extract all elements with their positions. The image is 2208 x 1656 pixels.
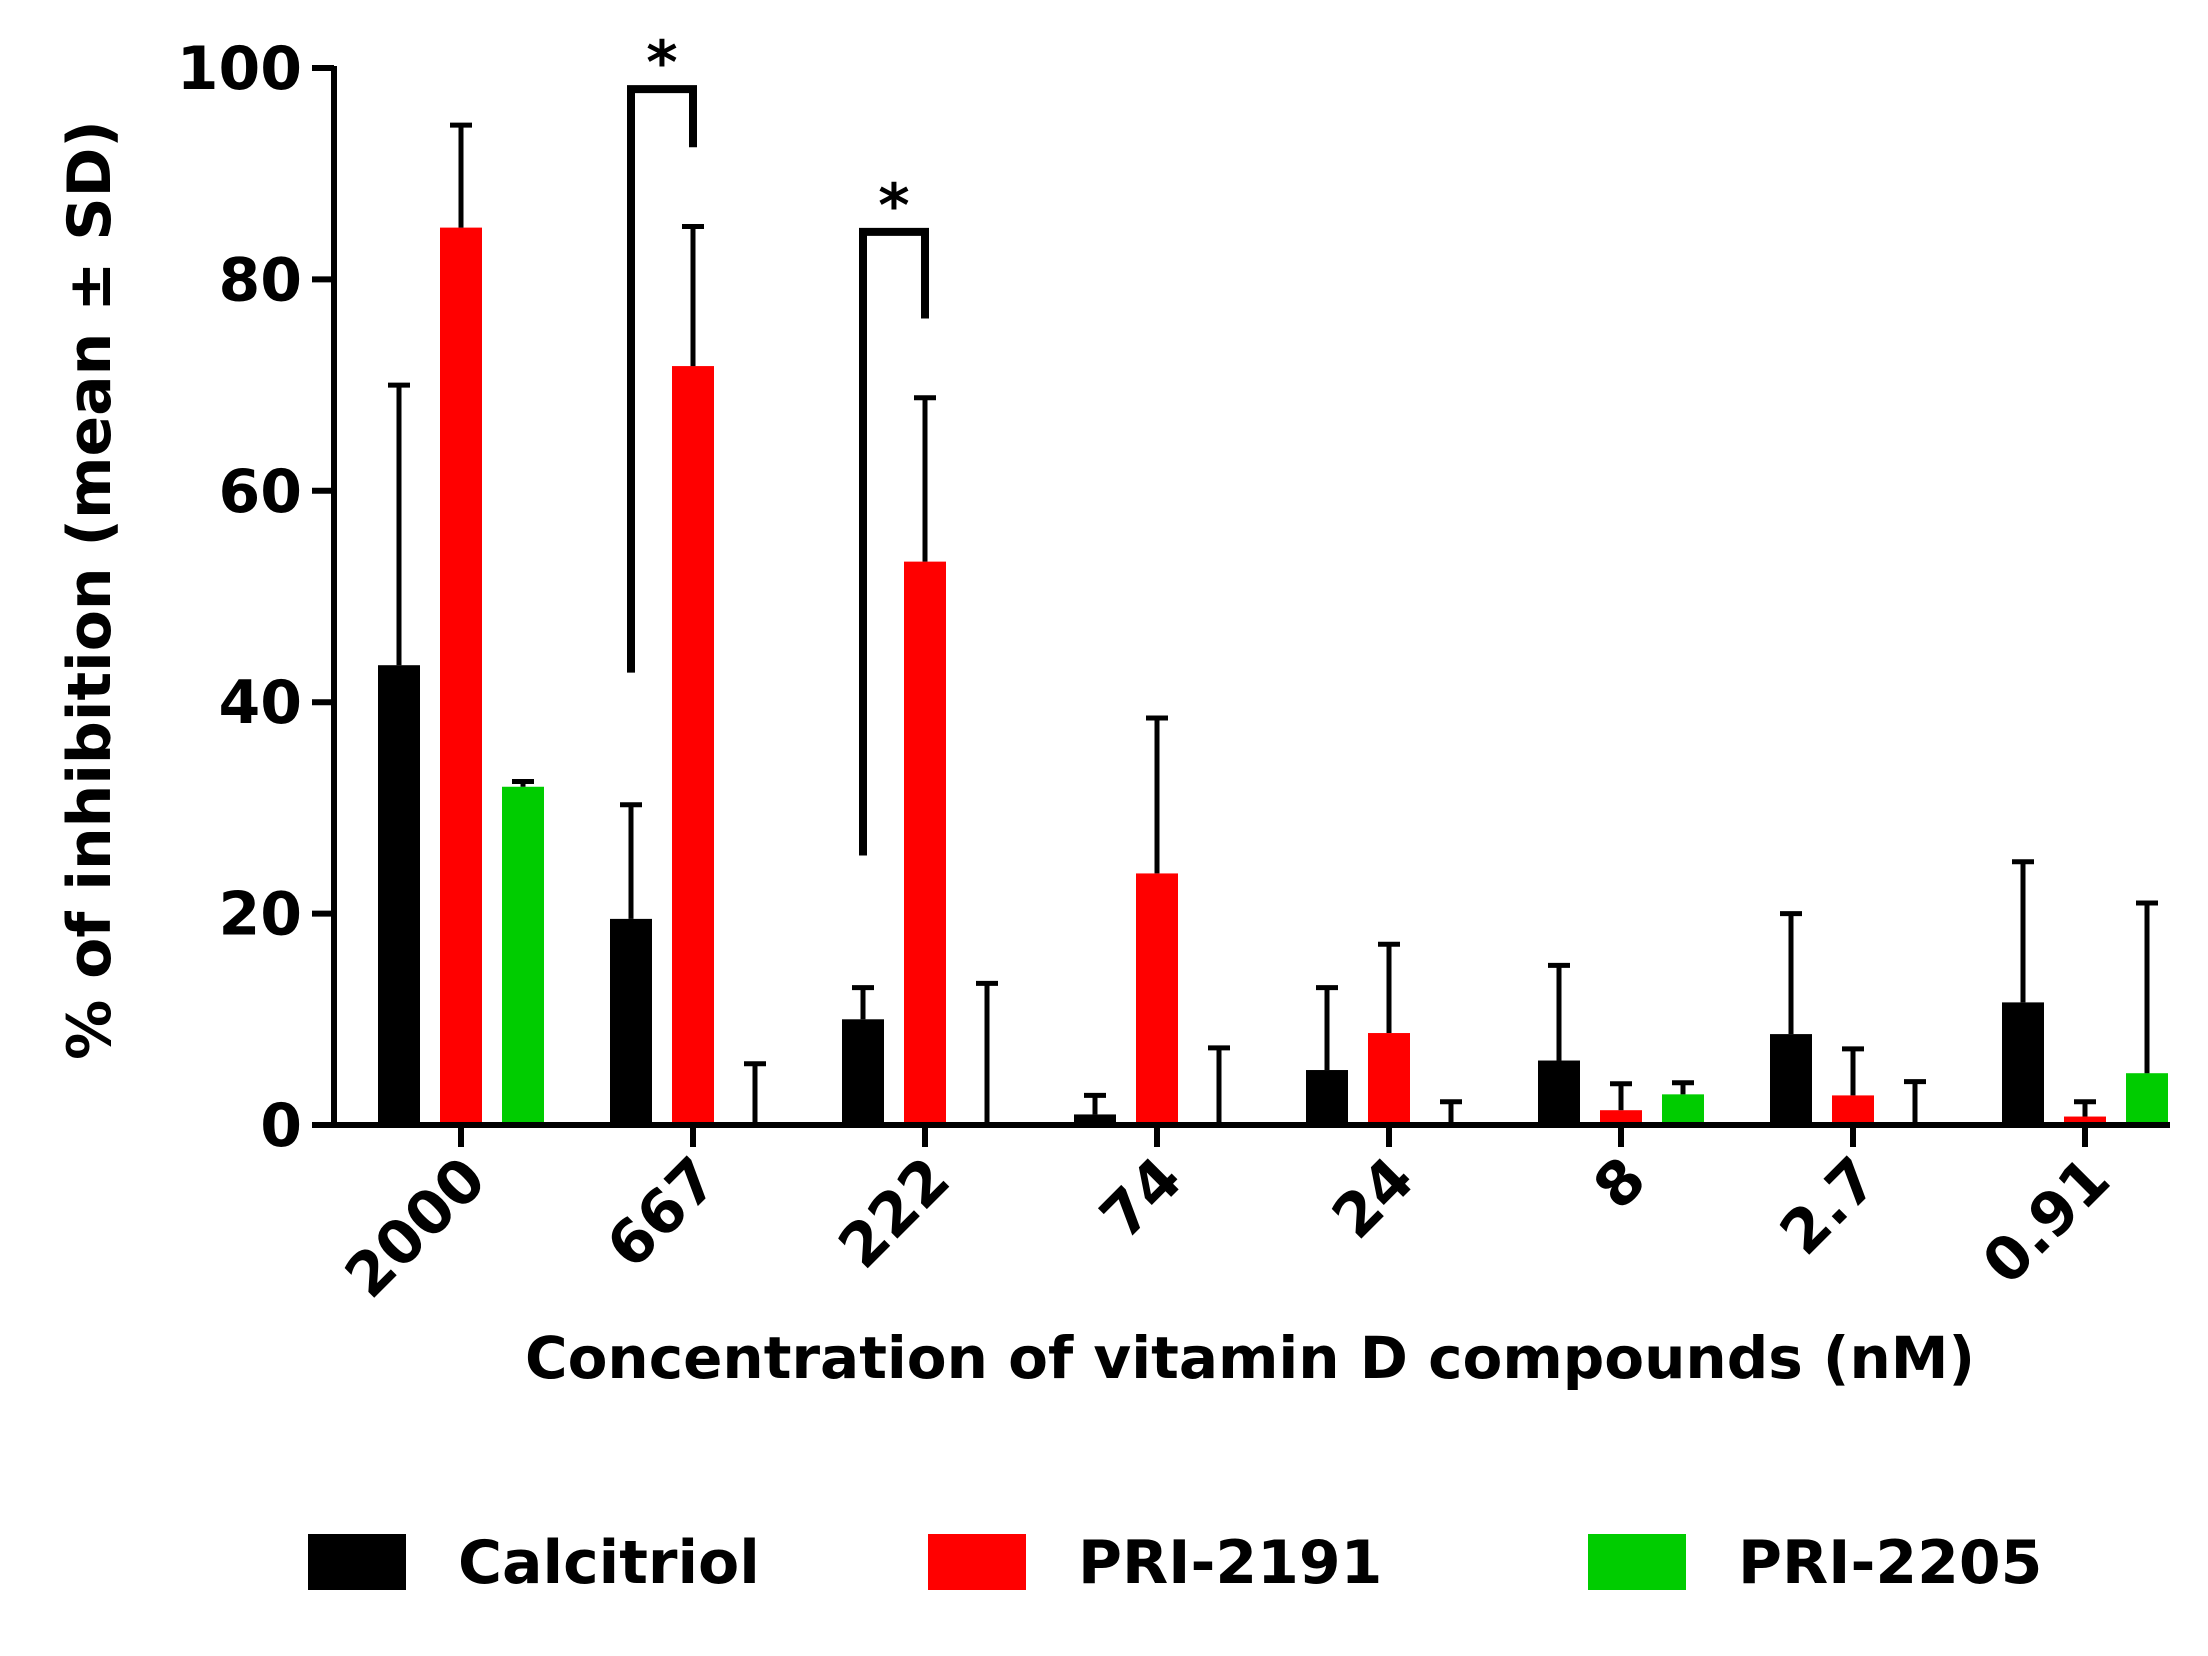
bar-pri-2191-8 [1600,1110,1642,1125]
x-tick-label-2.7: 2.7 [1767,1144,1892,1269]
bar-pri-2205-2000 [502,786,544,1125]
x-tick-label-8: 8 [1581,1144,1660,1223]
x-tick-label-2000: 2000 [332,1144,500,1312]
significance-star-667: * [646,28,677,98]
legend-swatch-pri-2191 [928,1534,1026,1590]
legend-label-calcitriol: Calcitriol [458,1528,760,1598]
bar-calcitriol-0.91 [2002,1002,2044,1125]
bar-pri-2191-74 [1136,873,1178,1125]
bar-pri-2191-667 [672,366,714,1126]
y-tick-label-100: 100 [177,34,302,104]
legend-swatch-calcitriol [308,1534,406,1590]
legend-label-pri-2205: PRI-2205 [1738,1528,2042,1598]
bar-pri-2191-0.91 [2064,1116,2106,1125]
bar-pri-2205-8 [1662,1094,1704,1125]
y-tick-label-80: 80 [219,245,303,315]
bar-pri-2191-222 [904,561,946,1125]
legend: Calcitriol PRI-2191 PRI-2205 [308,1528,2042,1598]
legend-label-pri-2191: PRI-2191 [1078,1528,1382,1598]
x-tick-label-667: 667 [594,1144,732,1282]
bar-calcitriol-667 [610,918,652,1125]
x-tick-label-74: 74 [1087,1144,1196,1253]
bar-calcitriol-74 [1074,1114,1116,1125]
bar-pri-2191-2.7 [1832,1095,1874,1125]
bar-calcitriol-2.7 [1770,1034,1812,1125]
legend-swatch-pri-2205 [1588,1534,1686,1590]
bar-calcitriol-24 [1306,1070,1348,1125]
x-tick-label-0.91: 0.91 [1969,1144,2123,1298]
bar-calcitriol-222 [842,1019,884,1125]
bar-pri-2191-2000 [440,227,482,1125]
y-axis-label: % of inhibition (mean ± SD) [55,120,125,1060]
y-tick-label-20: 20 [219,880,303,950]
significance-bracket-222 [859,227,929,856]
bar-calcitriol-8 [1538,1060,1580,1125]
x-tick-label-24: 24 [1319,1144,1428,1253]
x-axis-label: Concentration of vitamin D compounds (nM… [525,1324,1975,1392]
y-tick-label-0: 0 [260,1091,302,1161]
plot-area: 0 20 40 60 80 100 2000 667 222 74 24 8 2.7 0.91 * * [177,28,2170,1312]
significance-bracket-667 [627,85,697,673]
bar-calcitriol-2000 [378,665,420,1125]
bar-pri-2191-24 [1368,1033,1410,1125]
x-tick-label-222: 222 [826,1144,964,1282]
y-tick-label-40: 40 [219,668,303,738]
y-tick-label-60: 60 [219,457,303,527]
significance-star-222: * [878,171,909,241]
bar-pri-2205-0.91 [2126,1073,2168,1125]
